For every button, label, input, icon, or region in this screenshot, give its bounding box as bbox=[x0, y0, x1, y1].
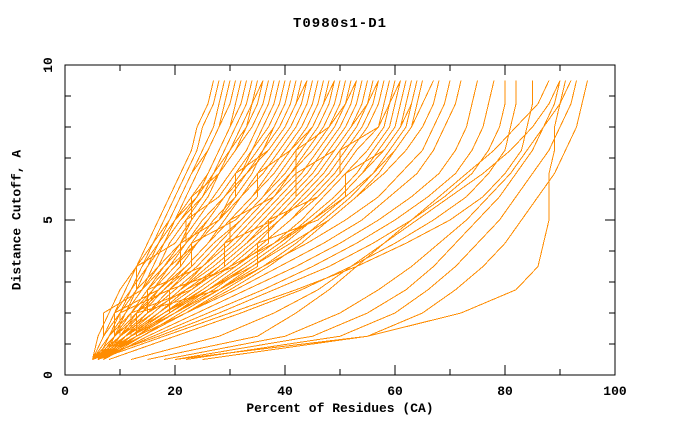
model-curve bbox=[130, 80, 561, 360]
y-tick-label: 0 bbox=[41, 371, 56, 379]
model-curve bbox=[185, 80, 577, 360]
model-curve bbox=[103, 80, 335, 360]
model-curve bbox=[92, 80, 401, 360]
model-curve bbox=[92, 80, 280, 360]
x-axis-title: Percent of Residues (CA) bbox=[246, 401, 434, 416]
x-tick-label: 20 bbox=[167, 384, 183, 399]
model-curve bbox=[92, 80, 220, 360]
x-tick-label: 100 bbox=[603, 384, 627, 399]
model-curve bbox=[97, 80, 357, 360]
model-curve bbox=[174, 80, 566, 360]
x-tick-label: 80 bbox=[497, 384, 513, 399]
model-curve bbox=[97, 80, 495, 360]
model-curves bbox=[92, 80, 588, 360]
y-tick-label: 5 bbox=[41, 216, 56, 224]
y-axis-title: Distance Cutoff, A bbox=[9, 149, 25, 291]
model-curve bbox=[147, 80, 550, 360]
model-curve bbox=[163, 80, 572, 360]
model-curve bbox=[103, 80, 379, 360]
model-curve bbox=[97, 80, 308, 360]
chart-title: T0980s1-D1 bbox=[292, 16, 387, 32]
model-curve bbox=[97, 80, 264, 360]
model-curve bbox=[108, 80, 517, 360]
x-tick-label: 60 bbox=[387, 384, 403, 399]
model-curve bbox=[202, 80, 588, 360]
model-curve bbox=[97, 80, 533, 360]
plot-frame bbox=[64, 64, 616, 376]
y-tick-label: 10 bbox=[41, 57, 56, 73]
x-tick-label: 40 bbox=[277, 384, 293, 399]
tick-labels: 0 20 40 60 80 100 0 5 10 bbox=[41, 57, 627, 399]
model-curve bbox=[103, 80, 418, 360]
model-curve bbox=[92, 80, 462, 360]
x-tick-label: 0 bbox=[61, 384, 69, 399]
model-curve bbox=[97, 80, 401, 360]
model-curve bbox=[103, 80, 478, 360]
